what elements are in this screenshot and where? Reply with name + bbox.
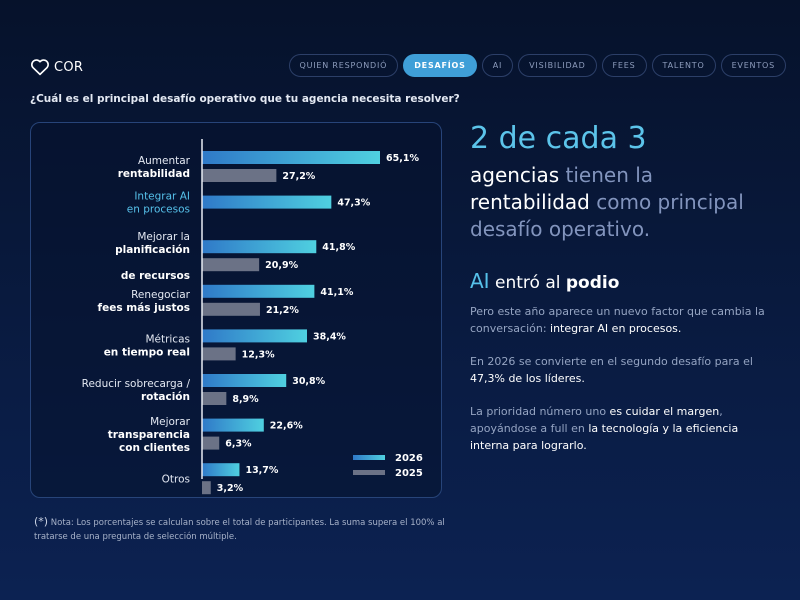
data-label-2026: 65,1% bbox=[386, 153, 419, 164]
category-label: de recursos bbox=[121, 270, 190, 282]
tab-visibilidad[interactable]: VISIBILIDAD bbox=[518, 54, 597, 77]
bar-2026 bbox=[202, 151, 380, 164]
category-label: planificación bbox=[115, 244, 190, 256]
bar-2025 bbox=[202, 258, 260, 272]
p3-b: es cuidar el margen bbox=[609, 405, 720, 418]
bar-2026 bbox=[202, 195, 332, 209]
data-label-2025: 6,3% bbox=[225, 439, 252, 450]
data-label-2025: 3,2% bbox=[217, 483, 244, 494]
bar-2026 bbox=[202, 418, 264, 432]
bar-2025 bbox=[202, 436, 220, 450]
data-label-2026: 22,6% bbox=[270, 421, 303, 432]
category-label: Otros bbox=[162, 474, 190, 486]
category-label: Métricas bbox=[145, 333, 190, 345]
bar-2026 bbox=[202, 240, 317, 254]
heart-icon bbox=[31, 59, 49, 76]
ai-word: AI bbox=[470, 269, 490, 293]
bar-2025 bbox=[202, 169, 277, 182]
data-label-2025: 8,9% bbox=[232, 394, 259, 405]
p3-d: la tecnología y la eficiencia interna pa… bbox=[470, 422, 739, 452]
data-label-2025: 20,9% bbox=[265, 260, 298, 271]
logo-text: COR bbox=[54, 59, 84, 75]
category-label: transparencia bbox=[108, 429, 190, 441]
survey-question: ¿Cuál es el principal desafío operativo … bbox=[30, 93, 460, 105]
tab-eventos[interactable]: EVENTOS bbox=[720, 54, 786, 77]
tab-fees[interactable]: FEES bbox=[601, 54, 647, 77]
data-label-2026: 13,7% bbox=[245, 465, 278, 476]
footnote-star: (*) bbox=[34, 515, 49, 528]
p2-b: 47,3% de los líderes. bbox=[470, 372, 585, 385]
headline-rentabilidad: rentabilidad bbox=[470, 190, 590, 214]
paragraph-1: Pero este año aparece un nuevo factor qu… bbox=[470, 303, 770, 337]
category-label: con clientes bbox=[119, 442, 190, 454]
tab-quien-respondió[interactable]: QUIEN RESPONDIÓ bbox=[288, 54, 399, 77]
legend-swatch-2025 bbox=[353, 470, 385, 475]
headline: agencias tienen la rentabilidad como pri… bbox=[470, 162, 770, 243]
paragraph-2: En 2026 se convierte en el segundo desaf… bbox=[470, 353, 770, 387]
category-label: Renegociar bbox=[131, 289, 191, 301]
category-label: rentabilidad bbox=[118, 168, 190, 180]
ai-mid: entró al bbox=[489, 273, 566, 293]
data-label-2025: 27,2% bbox=[282, 171, 315, 182]
data-label-2026: 47,3% bbox=[337, 198, 370, 209]
bar-2026 bbox=[202, 284, 315, 298]
footnote: (*) Nota: Los porcentajes se calculan so… bbox=[34, 515, 454, 544]
data-label-2026: 38,4% bbox=[313, 331, 346, 342]
tab-ai[interactable]: AI bbox=[481, 54, 514, 77]
category-label: fees más justos bbox=[98, 302, 190, 314]
p1-a: Pero este año aparece un nuevo factor qu… bbox=[470, 305, 765, 335]
footnote-text: Nota: Los porcentajes se calculan sobre … bbox=[34, 518, 445, 542]
category-label: rotación bbox=[141, 391, 190, 403]
data-label-2026: 41,1% bbox=[320, 287, 353, 298]
bar-2026 bbox=[202, 374, 287, 387]
headline-rest: como principal desafío operativo. bbox=[470, 190, 744, 241]
headline-tienen: tienen la bbox=[559, 163, 654, 187]
p3-a: La prioridad número uno bbox=[470, 405, 610, 418]
category-label: Mejorar bbox=[150, 416, 191, 428]
category-label: Reducir sobrecarga / bbox=[82, 378, 191, 390]
ai-heading: AI entró al podio bbox=[470, 269, 770, 293]
legend-label-2026: 2026 bbox=[395, 453, 423, 464]
headline-agencias: agencias bbox=[470, 163, 560, 187]
bar-2025 bbox=[202, 302, 260, 316]
tab-talento[interactable]: TALENTO bbox=[651, 54, 716, 77]
category-label: Mejorar la bbox=[137, 231, 190, 243]
bar-2025 bbox=[202, 392, 227, 405]
legend-swatch-2026 bbox=[353, 455, 385, 460]
chart-panel: Aumentar rentabilidad 65,1% 27,2% Integrar A… bbox=[30, 122, 442, 498]
category-label: en procesos bbox=[127, 204, 190, 216]
data-label-2026: 30,8% bbox=[292, 376, 325, 387]
brand-logo[interactable]: COR bbox=[30, 58, 83, 76]
insight-panel: 2 de cada 3 agencias tienen la rentabili… bbox=[470, 120, 770, 454]
tab-desafíos[interactable]: DESAFÍOS bbox=[403, 54, 477, 77]
p3-c: , apoyándose a full en bbox=[470, 405, 723, 435]
category-label: en tiempo real bbox=[104, 346, 190, 358]
section-tabs: QUIEN RESPONDIÓ DESAFÍOS AI VISIBILIDAD FEES… bbox=[288, 54, 786, 77]
bar-2026 bbox=[202, 463, 240, 477]
p1-b: integrar AI en procesos. bbox=[550, 322, 682, 335]
category-label: Aumentar bbox=[138, 155, 191, 167]
data-label-2025: 21,2% bbox=[266, 305, 299, 316]
big-stat: 2 de cada 3 bbox=[470, 121, 647, 156]
category-label: Integrar AI bbox=[134, 191, 190, 203]
ai-podio: podio bbox=[565, 273, 620, 293]
paragraph-3: La prioridad número uno es cuidar el mar… bbox=[470, 403, 770, 454]
p2-a: En 2026 se convierte en el segundo desaf… bbox=[470, 355, 753, 368]
bar-2026 bbox=[202, 329, 307, 343]
data-label-2026: 41,8% bbox=[322, 242, 355, 253]
bar-2025 bbox=[202, 481, 211, 495]
legend-label-2025: 2025 bbox=[395, 468, 423, 479]
bar-2025 bbox=[202, 347, 236, 361]
data-label-2025: 12,3% bbox=[242, 349, 275, 360]
